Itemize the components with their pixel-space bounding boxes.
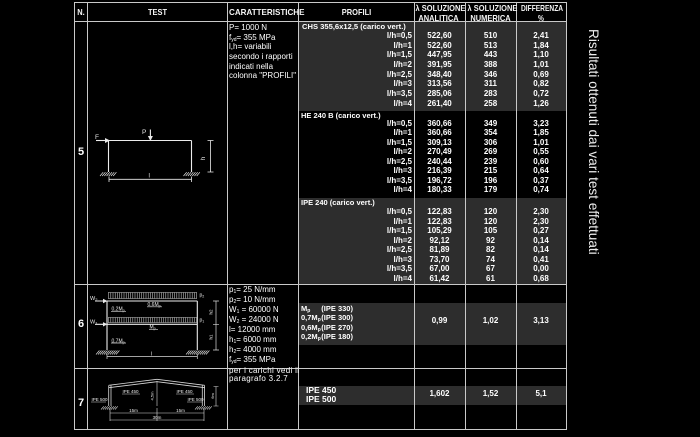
svg-text:p2: p2: [200, 293, 205, 299]
svg-text:h2: h2: [209, 309, 214, 315]
svg-text:W1: W1: [90, 319, 98, 325]
svg-text:l: l: [151, 351, 152, 357]
svg-text:0,7Mp: 0,7Mp: [112, 338, 125, 344]
svg-text:P: P: [142, 129, 146, 136]
svg-text:h: h: [200, 156, 207, 160]
svg-text:p1: p1: [200, 318, 205, 324]
svg-text:30m: 30m: [153, 415, 162, 420]
svg-text:W2: W2: [90, 296, 98, 302]
svg-text:IPE 500: IPE 500: [92, 397, 109, 402]
svg-text:15m: 15m: [176, 408, 185, 413]
svg-text:4,5m: 4,5m: [150, 391, 155, 401]
svg-text:0,6Mp: 0,6Mp: [148, 302, 161, 308]
svg-text:IPE 450: IPE 450: [123, 389, 140, 394]
svg-text:IPE 500: IPE 500: [188, 397, 205, 402]
svg-text:l: l: [149, 173, 151, 180]
svg-text:15m: 15m: [129, 408, 138, 413]
svg-text:0,2Mp: 0,2Mp: [112, 307, 125, 313]
svg-text:IPE 450: IPE 450: [177, 389, 194, 394]
svg-text:F: F: [95, 134, 99, 141]
svg-text:Mp: Mp: [150, 325, 156, 331]
svg-text:h1: h1: [209, 334, 214, 340]
svg-text:6m: 6m: [210, 393, 215, 399]
